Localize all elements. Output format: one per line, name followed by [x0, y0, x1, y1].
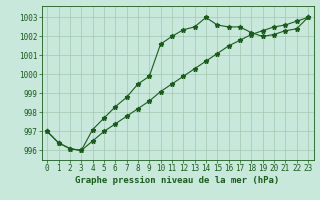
X-axis label: Graphe pression niveau de la mer (hPa): Graphe pression niveau de la mer (hPa)	[76, 176, 280, 185]
